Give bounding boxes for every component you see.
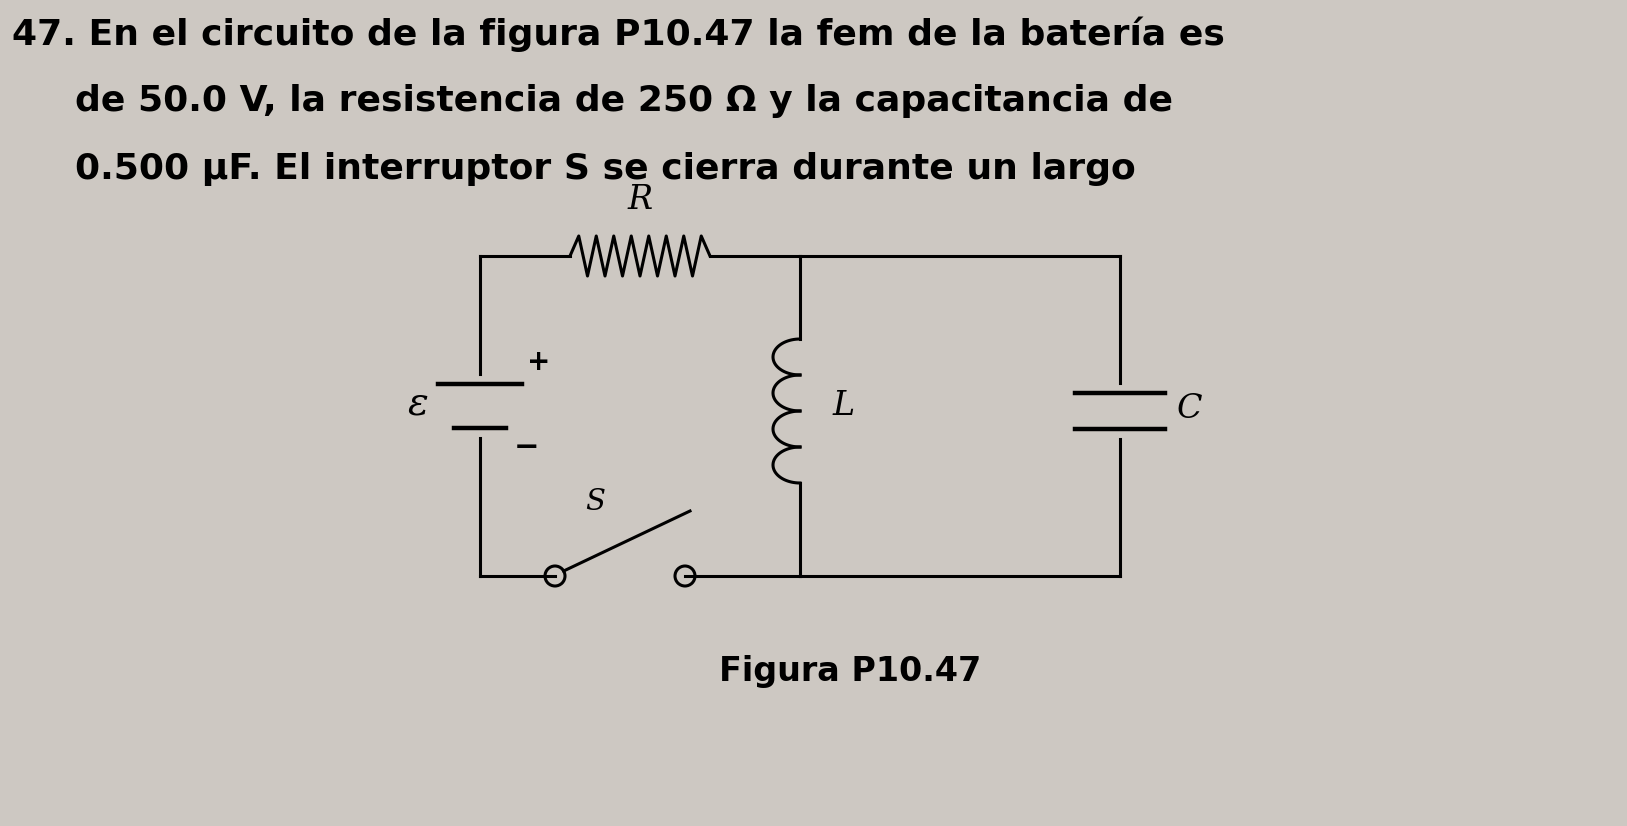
Text: S: S — [586, 488, 605, 516]
Text: Figura P10.47: Figura P10.47 — [719, 654, 981, 687]
Text: ε: ε — [407, 386, 428, 423]
Text: de 50.0 V, la resistencia de 250 Ω y la capacitancia de: de 50.0 V, la resistencia de 250 Ω y la … — [75, 84, 1173, 118]
Text: 47. En el circuito de la figura P10.47 la fem de la batería es: 47. En el circuito de la figura P10.47 l… — [11, 16, 1225, 51]
Text: R: R — [628, 184, 652, 216]
Text: 0.500 μF. El interruptor S se cierra durante un largo: 0.500 μF. El interruptor S se cierra dur… — [75, 152, 1136, 186]
Text: L: L — [831, 390, 854, 422]
Text: C: C — [1176, 393, 1202, 425]
Text: −: − — [514, 433, 540, 462]
Text: +: + — [527, 348, 550, 376]
